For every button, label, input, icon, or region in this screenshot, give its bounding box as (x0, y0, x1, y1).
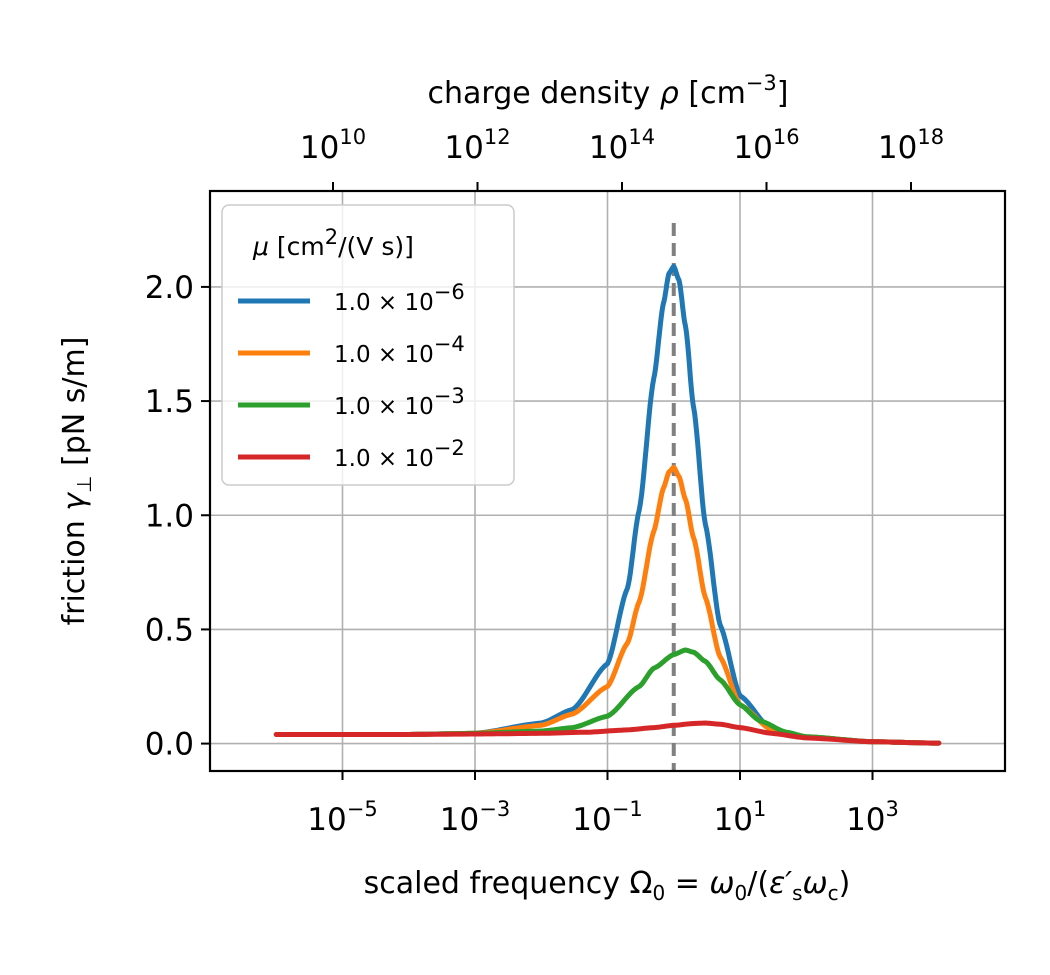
x-label-w: ω (709, 866, 734, 901)
legend-label-exponent: −4 (434, 332, 465, 356)
x-tick-base: 10 (440, 802, 479, 838)
x-tick-label: 10−3 (440, 797, 510, 838)
top-tick-base: 10 (878, 130, 917, 166)
top-tick-base: 10 (589, 130, 628, 166)
legend: μ [cm2/(V s)]1.0 × 10−61.0 × 10−41.0 × 1… (221, 204, 515, 486)
legend-label-mantissa: 1.0 × 10 (334, 394, 434, 420)
y-axis-label: friction γ⊥ [pN s/m] (57, 337, 96, 626)
legend-title-unit-rest: /(V s)] (338, 232, 414, 261)
axis-labels: scaled frequency Ω0 = ω0/(ε′sωc)charge d… (57, 71, 850, 905)
y-tick-label: 1.5 (145, 384, 194, 420)
top-label-unit: [cm (679, 76, 746, 111)
top-label-text: charge density (428, 76, 660, 111)
top-tick-label: 1012 (444, 125, 510, 166)
legend-box (221, 204, 515, 486)
top-tick-base: 10 (733, 130, 772, 166)
y-tick-label: 0.0 (145, 727, 194, 763)
x-tick-exponent: −3 (479, 797, 510, 821)
y-tick-label: 2.0 (145, 270, 194, 306)
legend-label-mantissa: 1.0 × 10 (334, 342, 434, 368)
y-tick-label: 1.0 (145, 498, 194, 534)
legend-label-exponent: −2 (434, 436, 465, 460)
top-label-rho: ρ (660, 76, 679, 111)
top-tick-label: 1014 (589, 125, 655, 166)
top-label-close: ] (777, 76, 789, 111)
legend-title-unit: [cm (269, 232, 325, 261)
legend-label: 1.0 × 10−2 (334, 436, 465, 472)
x-label-paren: /( (747, 866, 769, 901)
x-label-eps: ε′ (769, 866, 792, 901)
series-layer (273, 263, 942, 746)
top-tick-exponent: 14 (628, 125, 655, 149)
y-label-gamma: γ (57, 491, 92, 511)
y-tick-label: 0.5 (145, 612, 194, 648)
x-tick-base: 10 (572, 802, 611, 838)
y-label-text: friction (57, 511, 92, 626)
legend-label: 1.0 × 10−3 (334, 384, 465, 420)
x-tick-base: 10 (846, 802, 885, 838)
x-label-sub0b: 0 (735, 881, 748, 905)
x-label-w2: ω (803, 866, 828, 901)
x-tick-label: 10−1 (572, 797, 642, 838)
x-tick-exponent: −1 (612, 797, 643, 821)
legend-title: μ [cm2/(V s)] (252, 225, 414, 261)
x-axis-label: scaled frequency Ω0 = ω0/(ε′sωc) (364, 866, 851, 905)
top-tick-label: 1018 (878, 125, 944, 166)
top-label-sup: −3 (746, 71, 777, 95)
x-tick-exponent: 1 (753, 797, 766, 821)
x-tick-exponent: −5 (347, 797, 378, 821)
top-tick-label: 1010 (300, 125, 366, 166)
x-tick-exponent: 3 (886, 797, 899, 821)
top-tick-exponent: 18 (917, 125, 944, 149)
top-tick-label: 1016 (733, 125, 799, 166)
x-label-text: scaled frequency (364, 866, 630, 901)
x-label-eq: = (665, 866, 709, 901)
x-label-sub-s: s (792, 881, 802, 905)
legend-label: 1.0 × 10−4 (334, 332, 465, 368)
legend-label-exponent: −3 (434, 384, 465, 408)
x-label-close: ) (839, 866, 851, 901)
legend-label-exponent: −6 (434, 280, 465, 304)
top-axis-label: charge density ρ [cm−3] (428, 71, 789, 111)
top-tick-exponent: 10 (339, 125, 366, 149)
series-line (273, 263, 942, 746)
top-tick-base: 10 (444, 130, 483, 166)
x-tick-label: 101 (714, 797, 767, 838)
legend-label-mantissa: 1.0 × 10 (334, 446, 434, 472)
top-tick-exponent: 12 (484, 125, 511, 149)
legend-title-sup: 2 (325, 225, 338, 249)
x-label-sub-c: c (828, 881, 839, 905)
x-label-omega: Ω (630, 866, 653, 901)
series-line (273, 720, 942, 746)
top-tick-exponent: 16 (773, 125, 800, 149)
x-label-sub0: 0 (652, 881, 665, 905)
x-tick-label: 103 (846, 797, 899, 838)
x-tick-base: 10 (714, 802, 753, 838)
x-tick-base: 10 (307, 802, 346, 838)
y-label-unit: [pN s/m] (57, 337, 92, 476)
top-tick-base: 10 (300, 130, 339, 166)
x-tick-label: 10−5 (307, 797, 377, 838)
legend-label-mantissa: 1.0 × 10 (334, 290, 434, 316)
legend-label: 1.0 × 10−6 (334, 280, 465, 316)
legend-title-mu: μ (252, 232, 269, 261)
y-label-perp: ⊥ (72, 476, 96, 493)
